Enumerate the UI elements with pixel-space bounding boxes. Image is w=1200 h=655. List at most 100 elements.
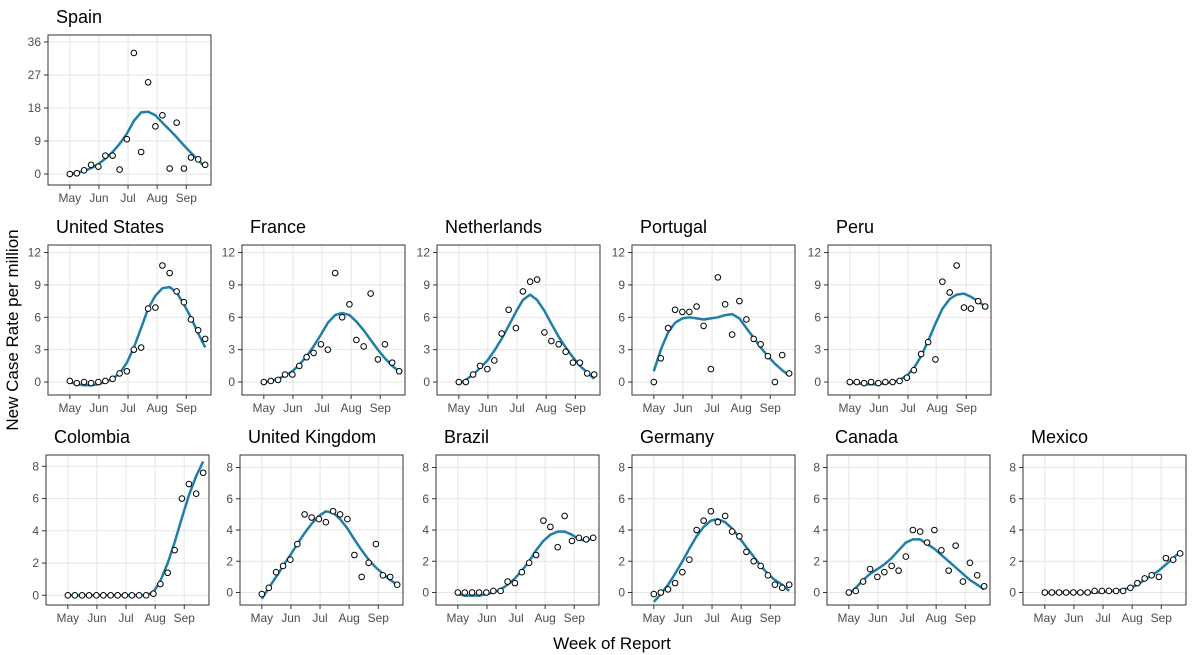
data-point bbox=[469, 371, 477, 378]
plot-background bbox=[437, 245, 600, 395]
x-tick-label: Jul bbox=[1095, 611, 1110, 625]
y-tick-label: 0 bbox=[618, 375, 625, 389]
data-point bbox=[959, 578, 967, 585]
data-point bbox=[476, 362, 484, 370]
data-point bbox=[541, 329, 548, 336]
panel-border bbox=[826, 454, 991, 606]
data-point bbox=[859, 578, 867, 585]
x-tick-label: Aug bbox=[1121, 611, 1142, 625]
data-point bbox=[966, 559, 974, 567]
data-point bbox=[671, 306, 679, 314]
y-tick-label: 27 bbox=[28, 68, 42, 82]
data-point bbox=[518, 568, 526, 576]
x-tick-label: Jun bbox=[89, 191, 108, 205]
data-point bbox=[372, 540, 380, 548]
x-tick-label: Jul bbox=[312, 611, 327, 625]
data-point bbox=[258, 590, 266, 598]
data-point bbox=[707, 365, 715, 373]
x-tick-label: May bbox=[252, 401, 275, 415]
y-tick-label: 6 bbox=[32, 492, 39, 506]
data-point bbox=[757, 562, 764, 570]
x-tick-label: Sep bbox=[1151, 611, 1173, 625]
x-tick-label: May bbox=[56, 611, 79, 625]
data-point bbox=[490, 587, 497, 595]
y-tick-label: 0 bbox=[32, 588, 39, 602]
data-point bbox=[310, 349, 317, 357]
data-point bbox=[1148, 572, 1155, 579]
x-tick-label: Jun bbox=[1064, 611, 1083, 625]
y-tick-label: 9 bbox=[34, 278, 41, 292]
y-axis-label: New Case Rate per million bbox=[3, 229, 22, 430]
y-tick-label: 8 bbox=[226, 461, 233, 475]
panel: United Kingdom 0 2 4 6 8 May Jun Jul Aug Sep bbox=[226, 427, 404, 625]
data-point bbox=[721, 301, 729, 308]
data-point bbox=[279, 562, 287, 570]
data-point bbox=[308, 514, 315, 521]
data-point bbox=[353, 336, 360, 344]
panel-title: United Kingdom bbox=[248, 427, 376, 447]
x-tick-label: Jun bbox=[89, 401, 108, 415]
x-tick-label: Jul bbox=[120, 191, 135, 205]
y-tick-label: 0 bbox=[423, 375, 430, 389]
y-tick-label: 3 bbox=[34, 343, 41, 357]
x-tick-label: Sep bbox=[174, 611, 196, 625]
panel-border bbox=[241, 244, 406, 396]
data-point bbox=[329, 507, 337, 515]
x-tick-label: Jun bbox=[673, 401, 692, 415]
data-point bbox=[952, 542, 959, 549]
y-tick-label: 3 bbox=[228, 343, 235, 357]
y-tick-label: 6 bbox=[422, 492, 429, 506]
x-tick-label: Sep bbox=[368, 611, 390, 625]
data-point bbox=[533, 276, 541, 283]
data-point bbox=[144, 305, 152, 312]
data-point bbox=[679, 568, 686, 576]
y-tick-label: 36 bbox=[28, 35, 42, 49]
data-point bbox=[575, 534, 583, 542]
data-point bbox=[1119, 587, 1127, 595]
data-point bbox=[589, 534, 597, 542]
x-tick-label: May bbox=[1033, 611, 1056, 625]
panel: Canada 0 2 4 6 8 May Jun Jul Aug Sep bbox=[813, 427, 991, 625]
y-tick-label: 12 bbox=[417, 246, 431, 260]
data-point bbox=[367, 290, 374, 297]
panel-title: France bbox=[250, 217, 306, 237]
data-point bbox=[547, 523, 554, 531]
data-point bbox=[1155, 573, 1163, 581]
data-point bbox=[1176, 550, 1184, 557]
x-tick-label: Jul bbox=[704, 611, 719, 625]
data-point bbox=[679, 308, 686, 316]
y-tick-label: 0 bbox=[814, 375, 821, 389]
x-tick-label: Sep bbox=[176, 191, 198, 205]
data-point bbox=[150, 590, 157, 598]
data-point bbox=[152, 123, 159, 130]
x-tick-label: Aug bbox=[730, 611, 751, 625]
panel-title: United States bbox=[56, 217, 164, 237]
x-tick-label: May bbox=[58, 191, 81, 205]
data-point bbox=[916, 528, 924, 535]
data-point bbox=[874, 573, 881, 581]
panel-border bbox=[45, 454, 210, 606]
data-point bbox=[78, 592, 86, 599]
data-point bbox=[1048, 589, 1056, 596]
y-tick-label: 8 bbox=[32, 459, 39, 473]
y-tick-label: 8 bbox=[1009, 461, 1016, 475]
x-tick-label: Jul bbox=[314, 401, 329, 415]
data-point bbox=[287, 556, 294, 563]
data-point bbox=[157, 580, 164, 588]
data-point bbox=[187, 316, 195, 323]
y-tick-label: 12 bbox=[222, 246, 236, 260]
x-tick-label: Jun bbox=[283, 401, 302, 415]
data-point bbox=[80, 378, 88, 386]
panel-title: Peru bbox=[836, 217, 874, 237]
x-tick-label: Sep bbox=[955, 611, 977, 625]
x-tick-label: Sep bbox=[760, 611, 782, 625]
data-point bbox=[114, 592, 121, 599]
x-tick-label: May bbox=[838, 401, 861, 415]
data-point bbox=[178, 495, 186, 502]
data-point bbox=[778, 584, 786, 592]
data-point bbox=[924, 338, 932, 346]
x-tick-label: Jun bbox=[87, 611, 106, 625]
y-tick-label: 6 bbox=[34, 310, 41, 324]
data-point bbox=[395, 367, 403, 375]
data-point bbox=[173, 119, 180, 126]
